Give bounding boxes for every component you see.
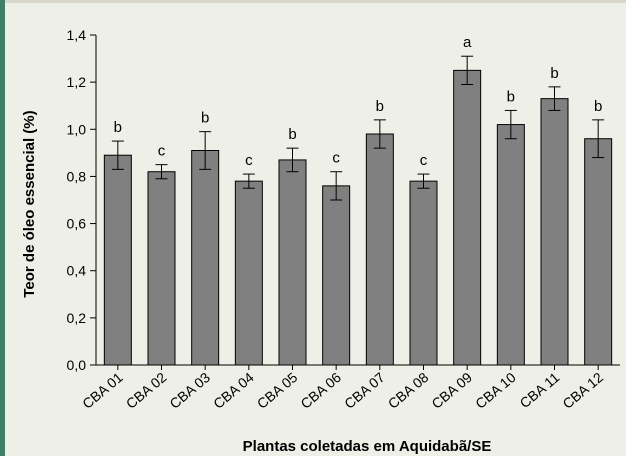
x-tick-label: CBA 11 <box>517 369 563 411</box>
bar <box>278 159 307 366</box>
x-tick-label: CBA 03 <box>166 369 213 412</box>
x-tick-label: CBA 06 <box>297 369 344 412</box>
bar <box>234 180 263 366</box>
y-tick-label: 0,2 <box>67 310 87 326</box>
bar <box>147 171 176 366</box>
bar <box>103 154 132 366</box>
bar <box>584 138 613 366</box>
bar <box>191 150 220 366</box>
y-tick-label: 0,4 <box>67 263 87 279</box>
bar <box>409 180 438 366</box>
y-tick-label: 0,6 <box>67 216 87 232</box>
significance-label: b <box>201 110 209 127</box>
significance-label: c <box>245 152 253 169</box>
top-border <box>0 0 626 3</box>
significance-label: b <box>114 119 122 136</box>
significance-label: b <box>594 98 602 115</box>
y-tick-label: 1,0 <box>67 121 87 137</box>
bars: b c b c b c b c a b b b <box>103 34 613 366</box>
y-tick-label: 0,8 <box>67 168 87 184</box>
x-tick-label: CBA 08 <box>385 369 432 412</box>
x-tick-label: CBA 10 <box>472 369 519 412</box>
significance-label: b <box>507 88 515 105</box>
significance-label: b <box>288 126 296 143</box>
x-tick-label: CBA 04 <box>210 369 257 412</box>
bar <box>322 185 351 366</box>
x-tick-label: CBA 01 <box>79 369 126 412</box>
significance-label: b <box>376 98 384 115</box>
bar <box>496 124 525 366</box>
y-tick-label: 1,2 <box>67 74 87 90</box>
x-tick-label: CBA 05 <box>254 369 301 412</box>
bar <box>540 98 569 366</box>
bar <box>453 69 482 366</box>
y-tick-label: 0,0 <box>67 357 87 373</box>
left-border <box>0 0 5 456</box>
x-tick-label: CBA 09 <box>428 369 475 412</box>
significance-label: a <box>463 34 472 51</box>
significance-label: c <box>420 152 428 169</box>
significance-label: c <box>332 150 340 167</box>
x-tick-label: CBA 02 <box>123 369 170 412</box>
x-tick-label: CBA 12 <box>559 369 606 412</box>
y-tick-label: 1,4 <box>67 27 87 43</box>
bar <box>365 133 394 366</box>
y-axis-ticks: 0,0 0,2 0,4 0,6 0,8 1,0 1,2 1,4 <box>67 27 96 373</box>
x-tick-label: CBA 07 <box>341 369 388 412</box>
plot-area: 0,0 0,2 0,4 0,6 0,8 1,0 1,2 1,4 b c b c b c b c a b b b CB… <box>67 27 620 412</box>
x-axis-title: Plantas coletadas em Aquidabã/SE <box>243 438 492 455</box>
significance-label: b <box>550 65 558 82</box>
y-axis-title: Teor de óleo essencial (%) <box>21 110 38 297</box>
significance-label: c <box>158 143 166 160</box>
